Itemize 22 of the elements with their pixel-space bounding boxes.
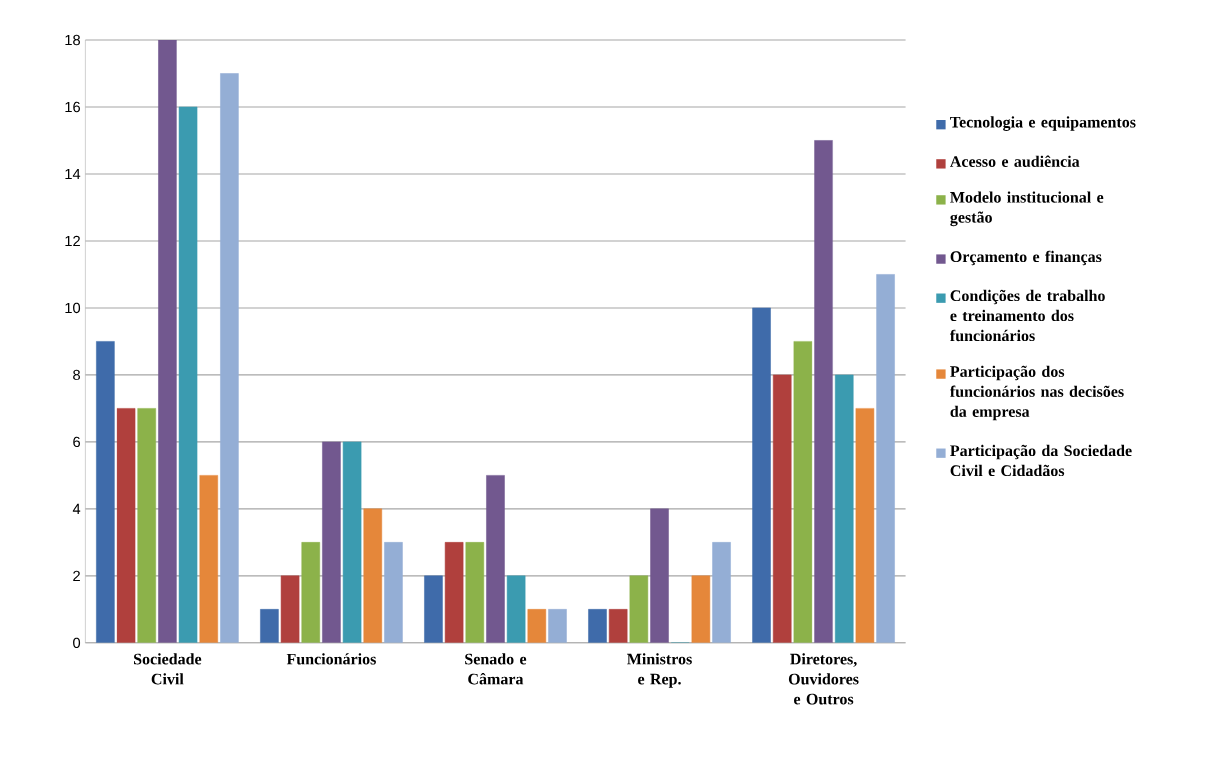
legend-label: Condições de trabalho e treinamento dos funcionários <box>949 289 1105 342</box>
legend-label: Participação dos funcionários nas decisões da empresa <box>949 365 1124 421</box>
y-tick-label: 18 <box>65 34 80 46</box>
y-tick-label: 2 <box>73 570 80 581</box>
y-tick-label: 8 <box>73 369 80 381</box>
legend-label: Acesso e audiência <box>950 155 1080 167</box>
y-tick-label: 12 <box>65 235 80 246</box>
y-tick-label: 10 <box>65 302 81 314</box>
legend-label: Participação da Sociedade Civil e Cidadãos <box>950 444 1132 476</box>
x-tick-label: Ministros e Rep. <box>627 653 692 688</box>
legend-label: Tecnologia e equipamentos <box>950 116 1136 131</box>
x-tick-label: Diretores, Ouvidores e Outros <box>788 653 859 705</box>
x-tick-label: Funcionários <box>286 653 376 665</box>
y-tick-label: 6 <box>73 436 80 447</box>
legend-label: Modelo institucional e gestão <box>950 191 1104 227</box>
y-tick-label: 16 <box>65 101 80 113</box>
y-tick-label: 4 <box>72 503 81 514</box>
y-tick-label: 14 <box>65 168 81 179</box>
legend-label: Orçamento e finanças <box>950 250 1102 266</box>
x-tick-label: Sociedade Civil <box>134 653 202 685</box>
y-tick-label: 0 <box>73 637 81 648</box>
x-tick-label: Senado e Câmara <box>465 653 527 685</box>
